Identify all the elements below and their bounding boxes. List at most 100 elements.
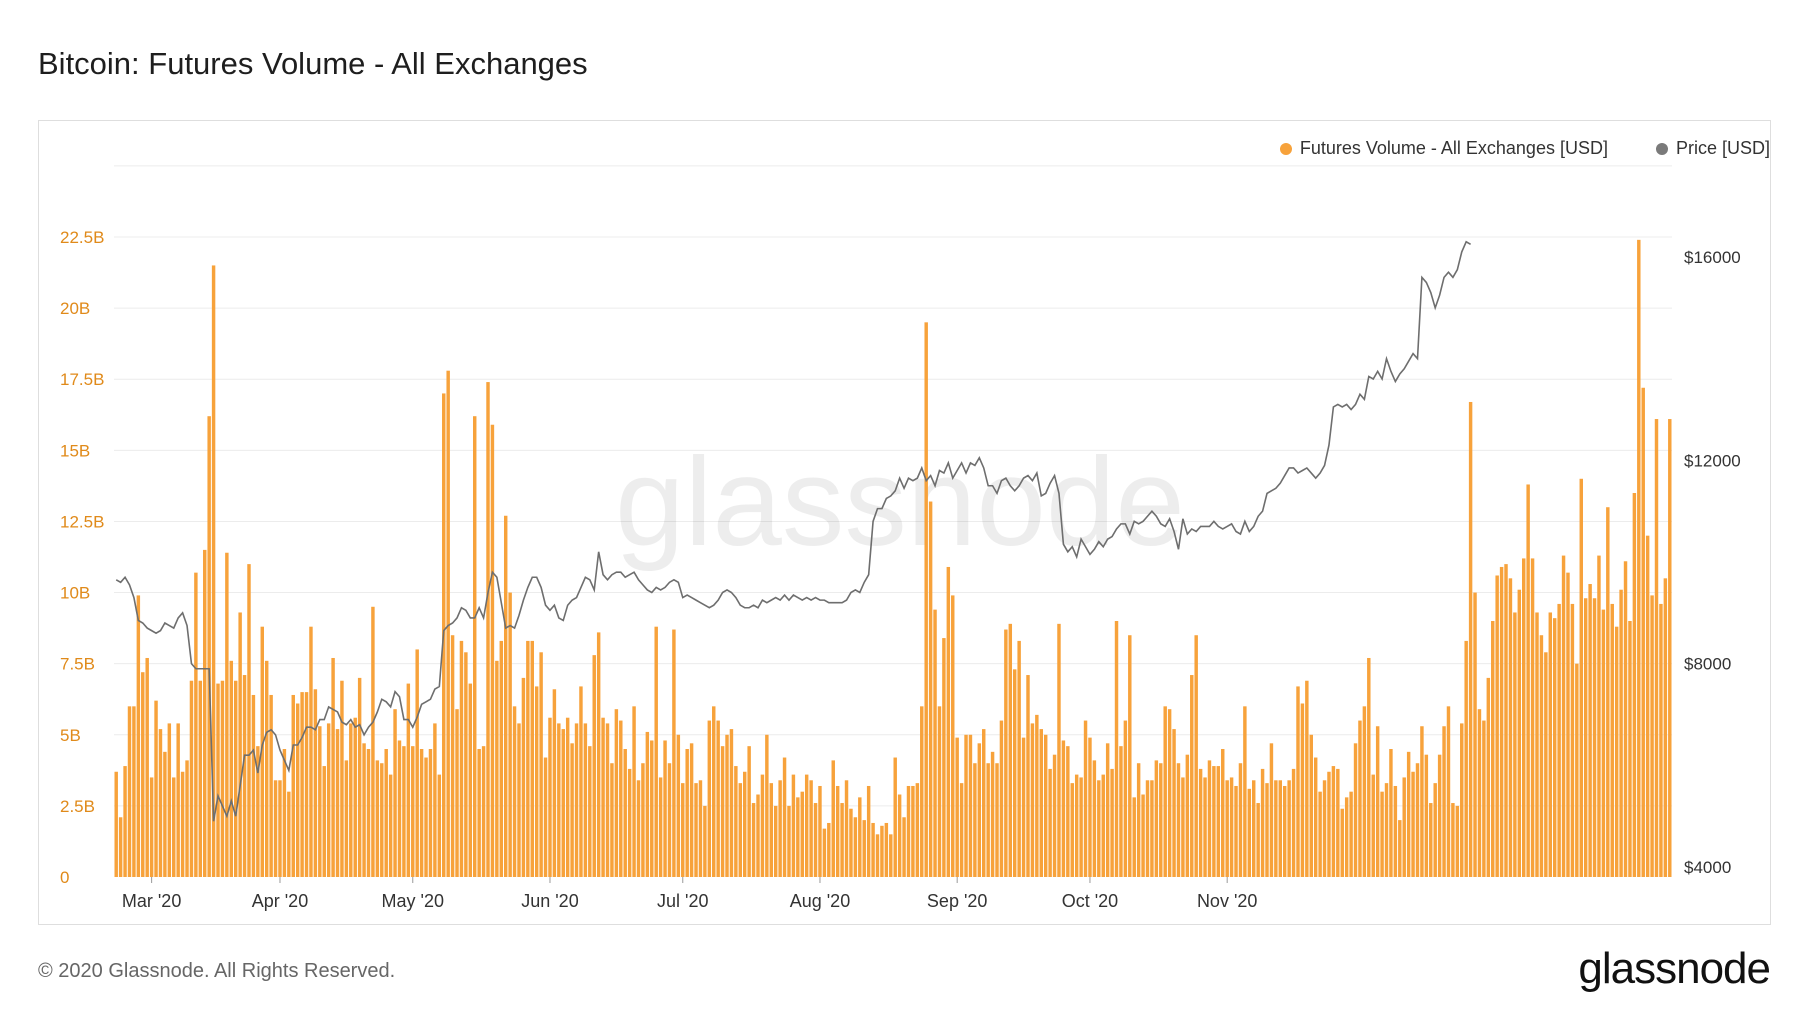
volume-bar (973, 763, 977, 877)
volume-bar (1141, 794, 1145, 877)
volume-bar (756, 794, 760, 877)
volume-bar (1477, 709, 1482, 877)
volume-bar (849, 808, 853, 877)
volume-bar (579, 686, 583, 877)
volume-bar (804, 774, 809, 877)
volume-bar (295, 703, 300, 877)
volume-bar (260, 626, 264, 877)
volume-bar (1654, 419, 1659, 877)
volume-bar (915, 783, 920, 877)
x-tick-label: Aug '20 (790, 891, 851, 911)
volume-bar (1260, 768, 1265, 877)
volume-bar (871, 822, 875, 877)
volume-bar (238, 612, 242, 877)
volume-bar (951, 595, 955, 877)
volume-bar (233, 680, 238, 877)
volume-bar (158, 729, 163, 877)
volume-bar (676, 734, 681, 877)
volume-bar (1216, 766, 1221, 877)
volume-bar (264, 660, 269, 877)
volume-bar (1159, 763, 1163, 877)
volume-bar (1066, 746, 1070, 877)
volume-bar (433, 723, 437, 877)
volume-bar (787, 805, 791, 877)
volume-bar (663, 740, 667, 877)
volume-bar (1668, 419, 1672, 877)
volume-bar (1570, 603, 1575, 877)
volume-bar (1291, 768, 1296, 877)
volume-bar (189, 680, 194, 877)
volume-bar (1619, 589, 1623, 877)
volume-bar (499, 640, 504, 877)
volume-bar (1136, 763, 1141, 877)
x-tick-label: Apr '20 (252, 891, 308, 911)
volume-bar (800, 791, 804, 877)
volume-bar (712, 706, 716, 877)
volume-bar (1287, 780, 1291, 877)
volume-bar (220, 680, 225, 877)
volume-bar (641, 763, 645, 877)
volume-bar (782, 757, 787, 877)
volume-bar (689, 743, 694, 877)
volume-bar (1079, 777, 1083, 877)
volume-bar (149, 777, 154, 877)
watermark: glassnode (615, 433, 1185, 572)
volume-bar (1588, 584, 1592, 877)
volume-bar (1030, 723, 1035, 877)
volume-bar (738, 783, 743, 877)
volume-bar (1256, 803, 1260, 877)
legend-item-price[interactable]: Price [USD] (1655, 138, 1770, 159)
volume-bar (1659, 603, 1663, 877)
volume-bar (1318, 791, 1322, 877)
volume-bar (1437, 754, 1442, 877)
volume-bar (1446, 706, 1451, 877)
volume-bar (419, 749, 424, 877)
volume-bar (1539, 635, 1544, 877)
volume-bar (291, 694, 295, 877)
volume-bar (530, 640, 534, 877)
volume-bar (1610, 603, 1614, 877)
volume-bar (862, 820, 866, 877)
x-tick-label: Sep '20 (927, 891, 988, 911)
volume-bar (632, 706, 636, 877)
volume-bar (1008, 623, 1013, 877)
volume-bar (875, 834, 880, 877)
volume-bar (1194, 635, 1198, 877)
volume-bar (796, 797, 800, 877)
volume-bar (968, 734, 973, 877)
volume-bar (1548, 612, 1553, 877)
volume-bar (933, 609, 937, 877)
volume-bar (1221, 749, 1225, 877)
volume-bar (734, 766, 738, 877)
volume-bar (1070, 783, 1074, 877)
volume-bar (1282, 785, 1287, 877)
volume-bar (1429, 803, 1433, 877)
volume-bar (1367, 657, 1371, 877)
volume-bar (539, 652, 543, 877)
volume-bar (318, 726, 322, 877)
volume-bar (751, 803, 756, 877)
volume-bar (495, 660, 499, 877)
volume-bar (397, 740, 402, 877)
volume-bar (1190, 675, 1194, 877)
legend: Futures Volume - All Exchanges [USD] Pri… (1279, 138, 1770, 159)
volume-bar (928, 501, 933, 877)
volume-bar (384, 749, 388, 877)
volume-bar (893, 757, 897, 877)
volume-bar (1592, 598, 1597, 877)
legend-item-futures-volume[interactable]: Futures Volume - All Exchanges [USD] (1279, 138, 1608, 159)
volume-bar (322, 766, 326, 877)
volume-bar (791, 774, 796, 877)
volume-bar (1389, 749, 1393, 877)
volume-bar (207, 416, 211, 877)
legend-label-futures-volume: Futures Volume - All Exchanges [USD] (1299, 138, 1608, 158)
volume-bar (1561, 555, 1566, 877)
volume-bar (1185, 754, 1190, 877)
volume-bar (1375, 726, 1380, 877)
volume-bar (526, 640, 530, 877)
volume-bar (464, 652, 468, 877)
volume-bar (1384, 783, 1389, 877)
volume-bar (141, 672, 145, 877)
volume-bar (172, 777, 176, 877)
volume-bar (349, 723, 353, 877)
